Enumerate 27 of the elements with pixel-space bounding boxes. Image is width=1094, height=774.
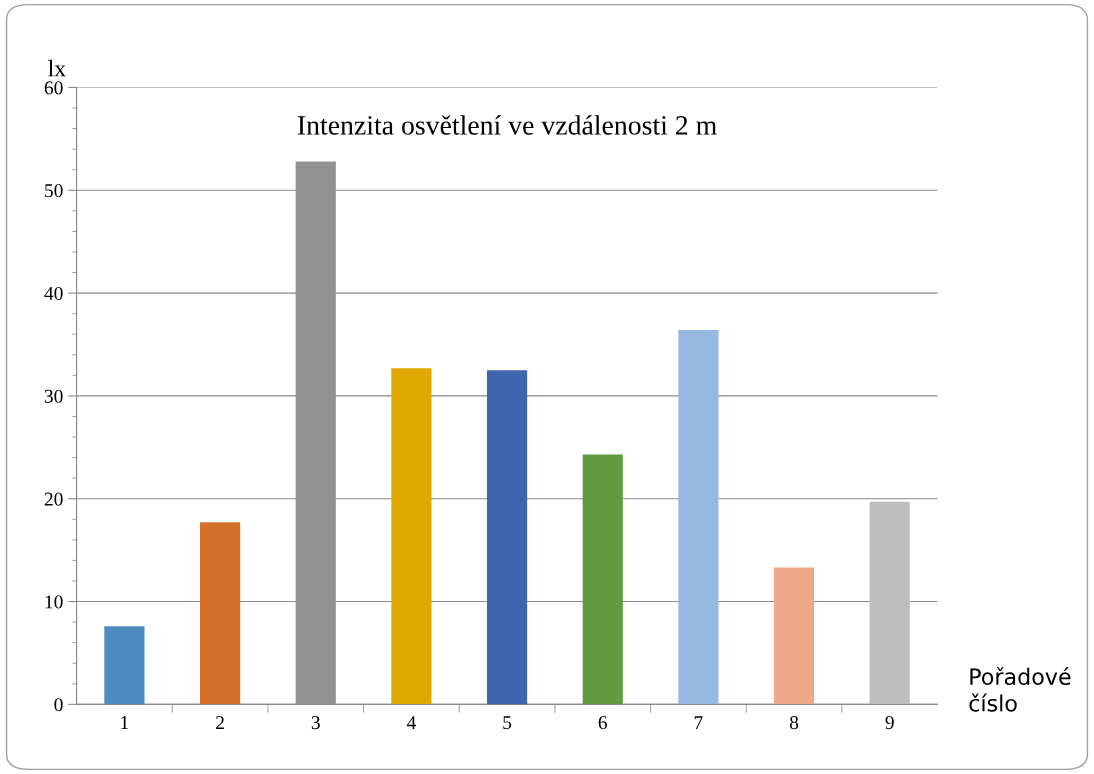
bar bbox=[486, 370, 528, 705]
bar bbox=[199, 522, 241, 705]
x-tick-label: 1 bbox=[121, 716, 129, 729]
y-tick-label: 50 bbox=[45, 184, 63, 198]
x-tick-label: 3 bbox=[311, 716, 320, 730]
x-tick-label: 9 bbox=[885, 716, 894, 730]
x-tick-label: 7 bbox=[694, 716, 703, 729]
y-tick-label: 0 bbox=[54, 698, 63, 712]
x-axis-title: Pořadové číslo bbox=[969, 666, 1071, 712]
bar bbox=[869, 501, 910, 705]
text: Intenzita osvětlení ve vzdálenosti 2 m bbox=[297, 115, 717, 135]
x-tick-label: 8 bbox=[789, 716, 799, 730]
y-tick-label: 10 bbox=[45, 595, 63, 609]
x-tick-label: 4 bbox=[406, 716, 416, 729]
bar bbox=[773, 567, 815, 705]
bar bbox=[678, 330, 719, 705]
y-tick-label: 60 bbox=[44, 81, 63, 95]
bar bbox=[391, 368, 432, 705]
y-tick-label: 20 bbox=[44, 492, 63, 506]
x-tick-label: 5 bbox=[503, 716, 512, 730]
y-tick-label: 40 bbox=[44, 286, 63, 301]
bar bbox=[104, 626, 145, 705]
x-tick-label: 2 bbox=[216, 716, 224, 729]
y-axis-title: lx bbox=[48, 59, 66, 77]
x-tick-label: 6 bbox=[598, 716, 608, 730]
y-tick-label: 30 bbox=[44, 389, 63, 403]
bar bbox=[582, 454, 623, 705]
